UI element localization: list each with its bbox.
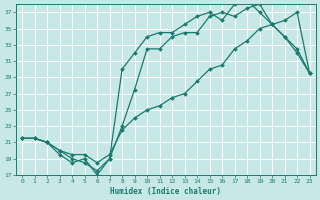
X-axis label: Humidex (Indice chaleur): Humidex (Indice chaleur) xyxy=(110,187,221,196)
